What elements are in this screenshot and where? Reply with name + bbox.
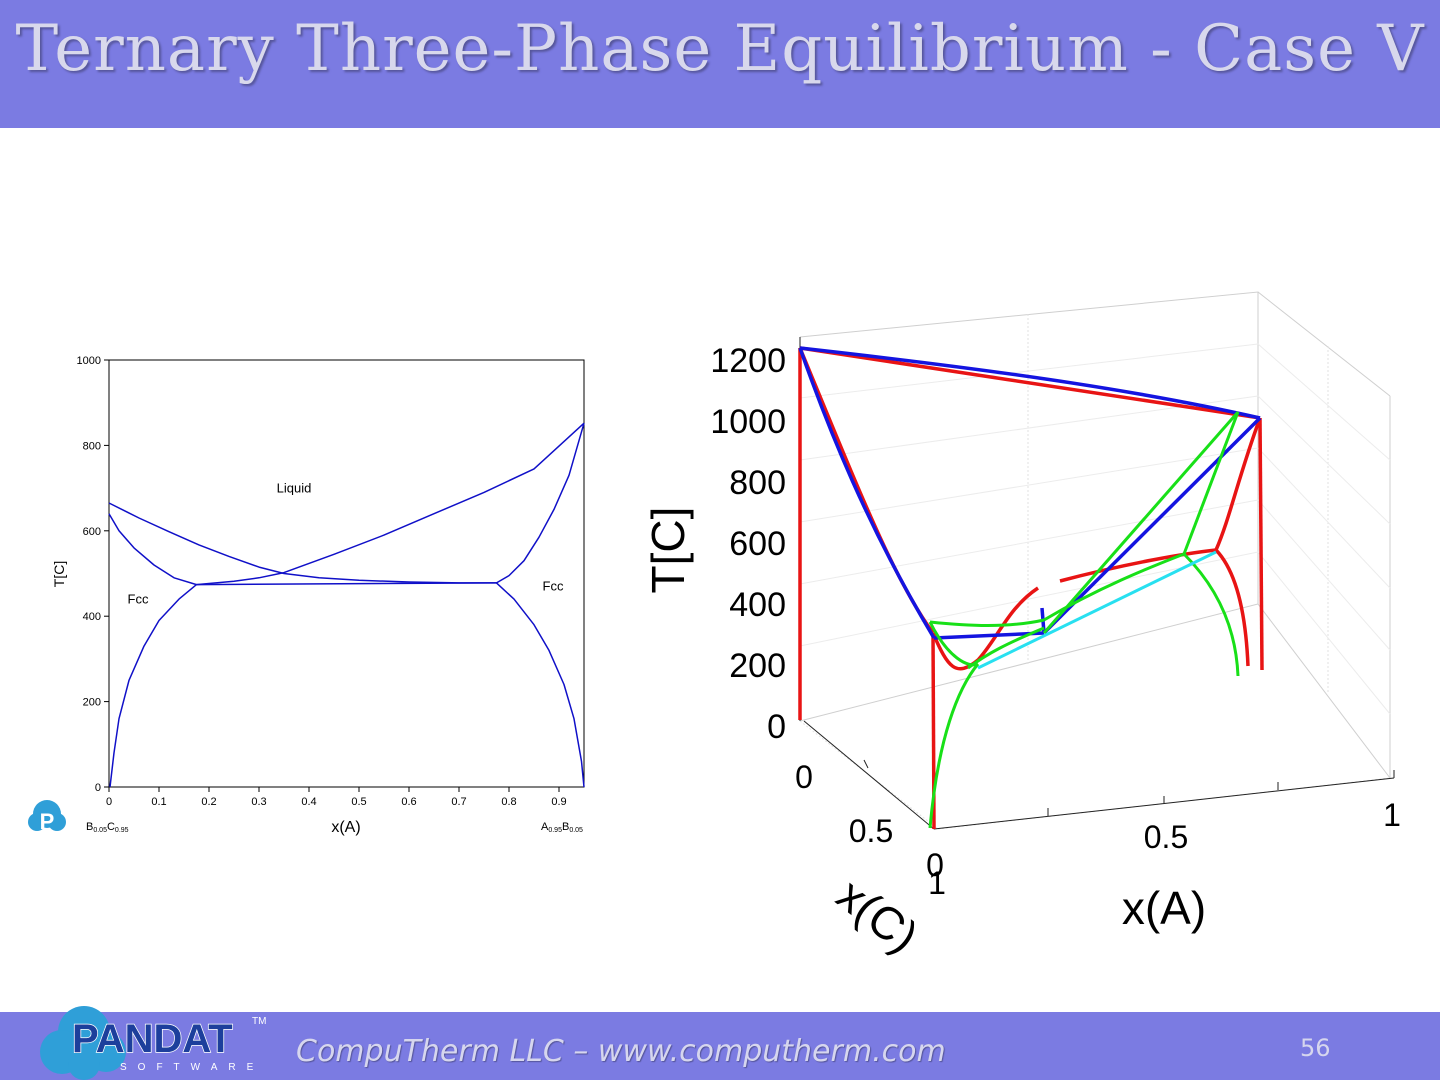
pandat-small-icon: P <box>28 800 66 834</box>
left-end-base2: C <box>107 821 115 833</box>
three-phase-cyan-line <box>977 550 1217 670</box>
t-tick-label: 600 <box>729 525 786 563</box>
binary-section-chart: 0 200 400 600 800 1000 0 0.1 0.2 0.3 0.4 0.5 0.6 0.7… <box>28 355 585 836</box>
phase-boundary-5 <box>109 584 197 788</box>
x-tick-label: 0.2 <box>201 796 216 808</box>
x-tick-label: 0.3 <box>251 796 266 808</box>
plot-frame <box>108 359 585 788</box>
x-tick-label: 0.5 <box>351 796 366 808</box>
phase-boundary-2 <box>196 422 585 586</box>
floor-axes <box>799 337 1395 830</box>
xa-axis-label: x(A) <box>1122 882 1206 934</box>
y-tick-label: 0 <box>95 782 101 794</box>
three-phase-green-curves <box>928 411 1240 829</box>
x-tick-label: 0.1 <box>151 796 166 808</box>
right-end-label: A0.95B0.05 <box>541 821 583 834</box>
phase-labels: Liquid Fcc Fcc <box>128 480 564 606</box>
y-ticks: 0 200 400 600 800 1000 <box>77 355 109 794</box>
logo-wordmark: PANDAT <box>72 1017 233 1061</box>
xa-tick-1: 0.5 <box>1144 819 1188 855</box>
t-tick-label: 800 <box>729 464 786 502</box>
xc-tick-2: 1 <box>928 865 946 901</box>
pandat-logo: PANDAT TM SOFTWARE <box>40 1006 266 1080</box>
y-tick-label: 1000 <box>77 355 101 367</box>
t-tick-label: 1200 <box>710 342 786 380</box>
left-end-sub2: 0.95 <box>115 827 129 834</box>
ternary-3d-chart: 0 200 400 600 800 1000 1200 0 0.5 1 0 0.5 1 T[… <box>642 291 1401 963</box>
t-tick-label: 400 <box>729 586 786 624</box>
phase-boundary-0 <box>108 502 497 584</box>
page-number: 56 <box>1300 1034 1331 1062</box>
logo-tm: TM <box>252 1016 266 1027</box>
y-axis-label: T[C] <box>51 561 67 587</box>
right-end-base2: B <box>562 821 569 833</box>
back-grid <box>799 343 1391 715</box>
xa-tick-2: 1 <box>1383 797 1401 833</box>
y-tick-label: 800 <box>83 440 101 452</box>
right-end-sub1: 0.95 <box>548 827 562 834</box>
x-tick-label: 0 <box>106 796 112 808</box>
left-end-base1: B <box>86 821 93 833</box>
slide-title: Ternary Three-Phase Equilibrium - Case V <box>15 12 1425 86</box>
svg-text:P: P <box>40 809 55 834</box>
x-tick-label: 0.4 <box>301 796 316 808</box>
footer-band <box>0 1012 1440 1080</box>
phase-label: Liquid <box>277 480 312 495</box>
t-tick-label: 1000 <box>710 403 786 441</box>
phase-boundaries <box>108 422 585 788</box>
left-end-label: B0.05C0.95 <box>86 821 129 834</box>
xc-tick-1: 0.5 <box>849 813 893 849</box>
y-tick-label: 600 <box>83 526 101 538</box>
liquidus-red-curves <box>798 346 1264 830</box>
phase-boundary-6 <box>495 582 585 788</box>
x-ticks: 0 0.1 0.2 0.3 0.4 0.5 0.6 0.7 0.8 0.9 <box>106 787 567 808</box>
x-tick-label: 0.8 <box>501 796 516 808</box>
x-tick-label: 0.6 <box>401 796 416 808</box>
phase-boundary-1 <box>108 513 197 586</box>
box-frame <box>799 291 1391 830</box>
phase-label: Fcc <box>543 579 564 594</box>
phase-boundary-3 <box>496 422 585 584</box>
t-tick-label: 0 <box>767 708 786 746</box>
solidus-blue-curves <box>798 346 1262 640</box>
right-end-sub2: 0.05 <box>569 827 583 834</box>
phase-boundary-4 <box>196 582 497 586</box>
t-axis-label: T[C] <box>642 507 694 594</box>
x-tick-label: 0.9 <box>551 796 566 808</box>
t-tick-label: 200 <box>729 647 786 685</box>
xc-axis-label: x(C) <box>828 868 928 962</box>
footer-company: CompuTherm LLC – www.computherm.com <box>296 1034 946 1069</box>
x-tick-label: 0.7 <box>451 796 466 808</box>
phase-label: Fcc <box>128 591 149 606</box>
left-end-sub1: 0.05 <box>93 827 107 834</box>
right-end-base1: A <box>541 821 549 833</box>
title-band <box>0 0 1440 128</box>
xa-tick-0: 0 <box>926 847 944 883</box>
y-tick-label: 200 <box>83 697 101 709</box>
t-axis-ticks: 0 200 400 600 800 1000 1200 <box>710 342 786 746</box>
x-axis-label: x(A) <box>331 819 360 836</box>
logo-subtext: SOFTWARE <box>120 1062 264 1073</box>
y-tick-label: 400 <box>83 611 101 623</box>
xc-tick-0: 0 <box>795 759 813 795</box>
